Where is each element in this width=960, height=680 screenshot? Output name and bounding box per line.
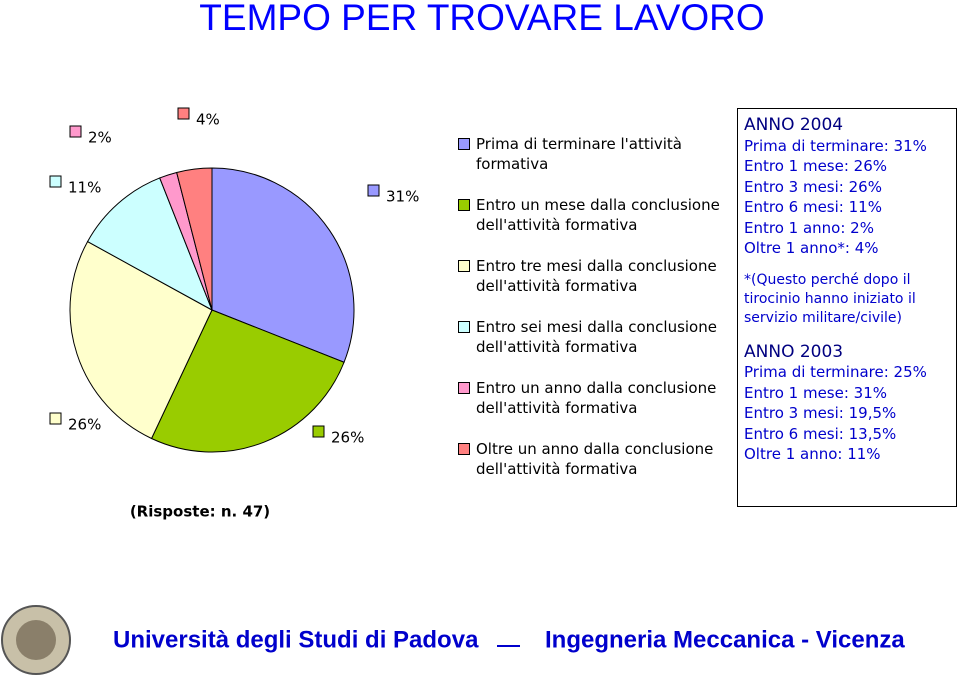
section-line: Entro 6 mesi: 13,5% bbox=[744, 424, 897, 443]
data-label: 26% bbox=[331, 429, 364, 447]
legend-item: Prima di terminare l'attività formativa bbox=[458, 134, 723, 195]
legend: Prima di terminare l'attività formativa E… bbox=[458, 134, 723, 500]
legend-label: Entro sei mesi dalla conclusione dell'at… bbox=[476, 318, 717, 356]
data-label: 11% bbox=[68, 179, 101, 197]
label-swatch bbox=[69, 125, 82, 138]
label-swatch bbox=[367, 184, 380, 197]
logo-inner bbox=[16, 620, 56, 660]
footnote: *(Questo perché dopo il tirocinio hanno … bbox=[744, 271, 916, 326]
legend-swatch bbox=[458, 199, 470, 211]
legend-label: Prima di terminare l'attività formativa bbox=[476, 135, 683, 173]
legend-swatch bbox=[458, 382, 470, 394]
legend-item: Entro tre mesi dalla conclusione dell'at… bbox=[458, 256, 723, 317]
footer-right: Ingegneria Meccanica - Vicenza bbox=[545, 626, 905, 653]
section-line: Entro 6 mesi: 11% bbox=[744, 198, 882, 216]
note: (Risposte: n. 47) bbox=[130, 503, 270, 521]
legend-label: Entro tre mesi dalla conclusione dell'at… bbox=[476, 257, 717, 295]
data-label: 4% bbox=[196, 111, 220, 129]
section-title: ANNO 2003 bbox=[744, 341, 844, 362]
section-line: Entro 1 mese: 31% bbox=[744, 383, 888, 402]
section-line: Oltre 1 anno*: 4% bbox=[744, 239, 879, 257]
pie-slice bbox=[150, 309, 345, 453]
pie-slice bbox=[176, 167, 213, 311]
pie-slice bbox=[211, 167, 355, 363]
section-line: Entro 1 mese: 26% bbox=[744, 157, 888, 175]
legend-swatch bbox=[458, 260, 470, 272]
legend-item: Oltre un anno dalla conclusione dell'att… bbox=[458, 439, 723, 500]
label-swatch bbox=[49, 412, 62, 425]
data-label: 31% bbox=[386, 188, 419, 206]
label-swatch bbox=[312, 425, 325, 438]
section-line: Oltre 1 anno: 11% bbox=[744, 445, 881, 463]
section-line: Entro 3 mesi: 26% bbox=[744, 177, 882, 196]
chart-title: TEMPO PER TROVARE LAVORO bbox=[199, 0, 764, 38]
legend-item: Entro un anno dalla conclusione dell'att… bbox=[458, 378, 723, 439]
legend-label: Oltre un anno dalla conclusione dell'att… bbox=[476, 440, 714, 478]
section-title: ANNO 2004 bbox=[744, 115, 844, 135]
label-swatch bbox=[177, 107, 190, 120]
legend-item: Entro un mese dalla conclusione dell'att… bbox=[458, 195, 723, 256]
section-line: Prima di terminare: 25% bbox=[744, 363, 927, 381]
pie-slice bbox=[86, 177, 213, 312]
section-line: Entro 3 mesi: 19,5% bbox=[744, 404, 897, 422]
legend-swatch bbox=[458, 321, 470, 333]
legend-label: Entro un mese dalla conclusione dell'att… bbox=[476, 196, 720, 234]
data-label: 26% bbox=[68, 416, 101, 434]
label-swatch bbox=[49, 175, 62, 188]
footer-left: Università degli Studi di Padova bbox=[113, 626, 479, 653]
legend-swatch bbox=[458, 138, 470, 150]
section-line: Entro 1 anno: 2% bbox=[744, 218, 874, 237]
legend-swatch bbox=[458, 443, 470, 455]
data-label: 2% bbox=[88, 129, 112, 147]
legend-label: Entro un anno dalla conclusione dell'att… bbox=[476, 379, 717, 417]
section-line: Prima di terminare: 31% bbox=[744, 136, 927, 155]
legend-item: Entro sei mesi dalla conclusione dell'at… bbox=[458, 317, 723, 378]
text-box: ANNO 2004 Prima di terminare: 31% Entro 1 … bbox=[737, 108, 957, 507]
